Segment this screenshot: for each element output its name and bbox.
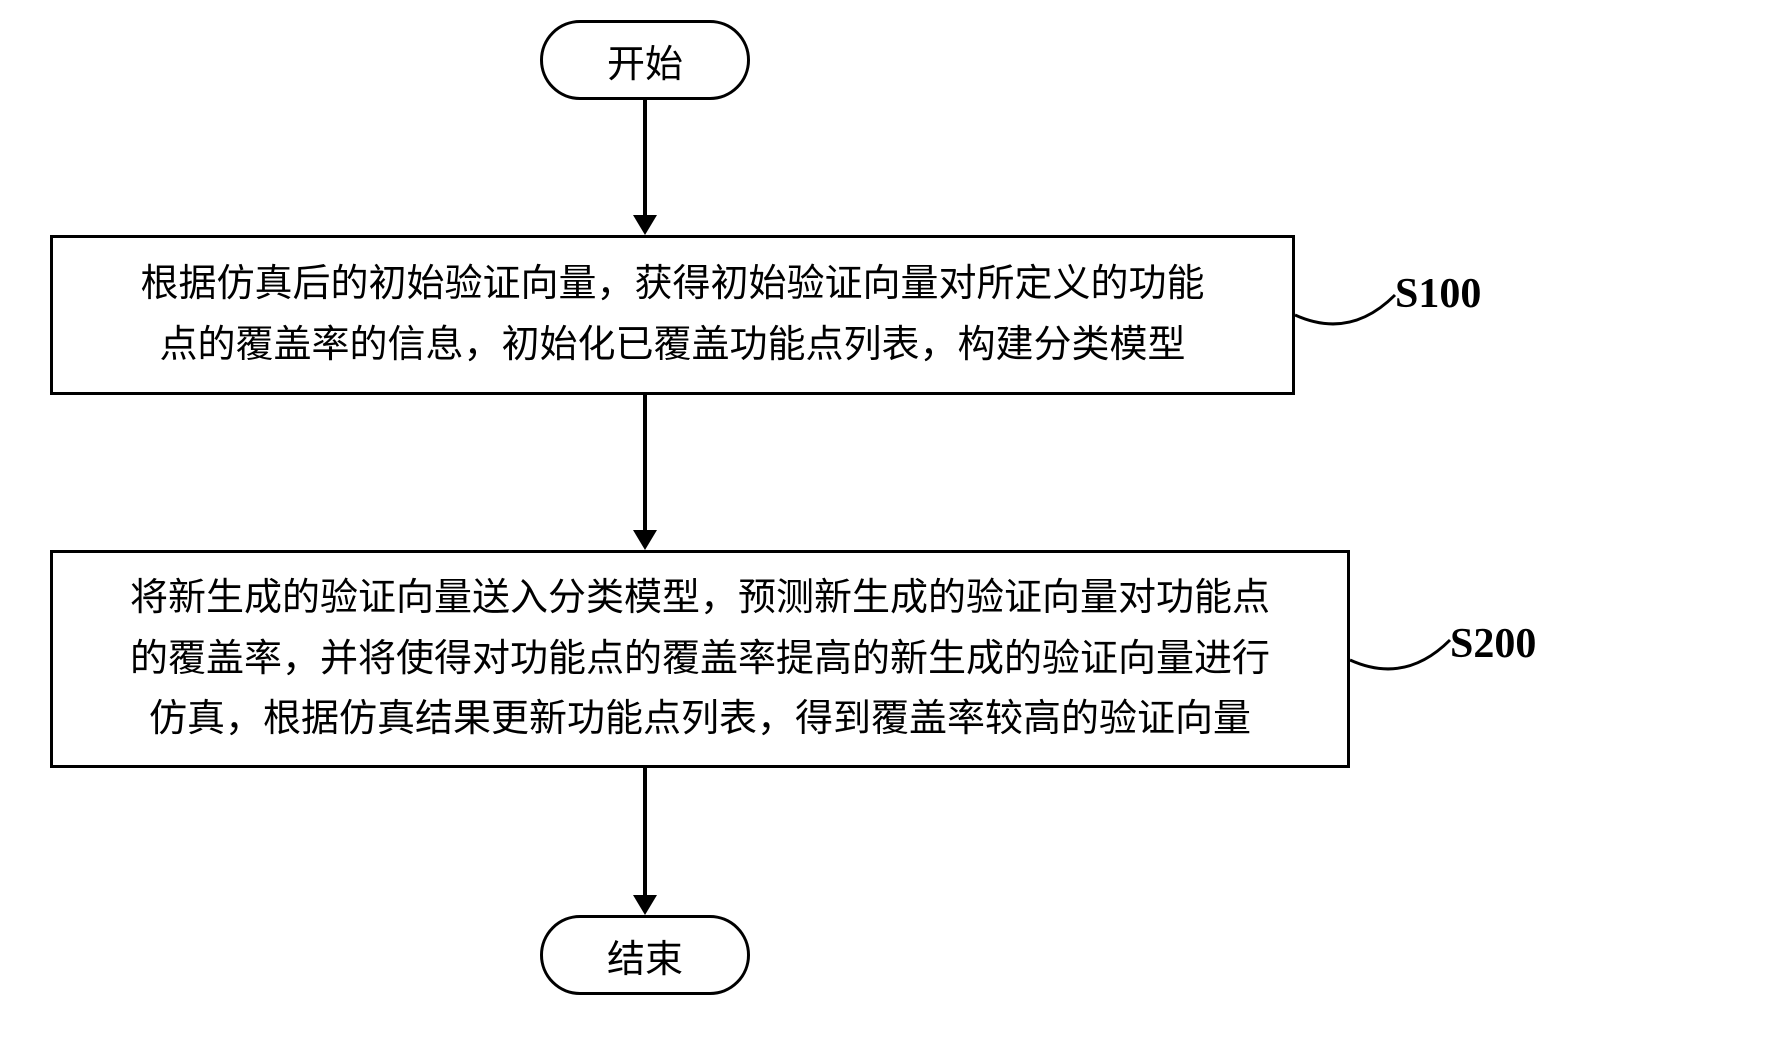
process-s100: 根据仿真后的初始验证向量，获得初始验证向量对所定义的功能 点的覆盖率的信息，初始… xyxy=(50,235,1295,395)
arrow-start-s100 xyxy=(633,215,657,235)
edge-s100-s200 xyxy=(643,395,647,530)
edge-s200-end xyxy=(643,768,647,895)
edge-start-s100 xyxy=(643,100,647,215)
connector-s100 xyxy=(1295,275,1400,345)
end-label: 结束 xyxy=(607,928,683,983)
start-node: 开始 xyxy=(540,20,750,100)
end-node: 结束 xyxy=(540,915,750,995)
start-label: 开始 xyxy=(607,33,683,88)
step-label-s200: S200 xyxy=(1450,620,1536,668)
arrow-s100-s200 xyxy=(633,530,657,550)
step-label-s100: S100 xyxy=(1395,270,1481,318)
process-s200: 将新生成的验证向量送入分类模型，预测新生成的验证向量对功能点 的覆盖率，并将使得… xyxy=(50,550,1350,768)
process-s200-text: 将新生成的验证向量送入分类模型，预测新生成的验证向量对功能点 的覆盖率，并将使得… xyxy=(130,568,1270,750)
process-s100-text: 根据仿真后的初始验证向量，获得初始验证向量对所定义的功能 点的覆盖率的信息，初始… xyxy=(140,254,1204,376)
flowchart-container: 开始 根据仿真后的初始验证向量，获得初始验证向量对所定义的功能 点的覆盖率的信息… xyxy=(50,20,1720,1032)
arrow-s200-end xyxy=(633,895,657,915)
connector-s200 xyxy=(1350,620,1455,690)
